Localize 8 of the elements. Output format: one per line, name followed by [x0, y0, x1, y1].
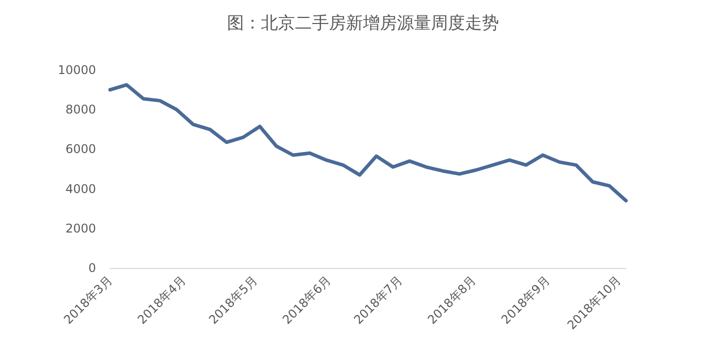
y-tick-label: 10000 [58, 63, 96, 77]
line-series [108, 83, 628, 202]
chart-title: 图：北京二手房新增房源量周度走势 [227, 14, 499, 34]
y-tick-label: 6000 [65, 142, 96, 156]
y-tick-label: 4000 [65, 182, 96, 196]
y-tick-label: 8000 [65, 102, 96, 117]
y-tick-label: 0 [88, 261, 96, 275]
y-tick-label: 2000 [65, 221, 96, 236]
